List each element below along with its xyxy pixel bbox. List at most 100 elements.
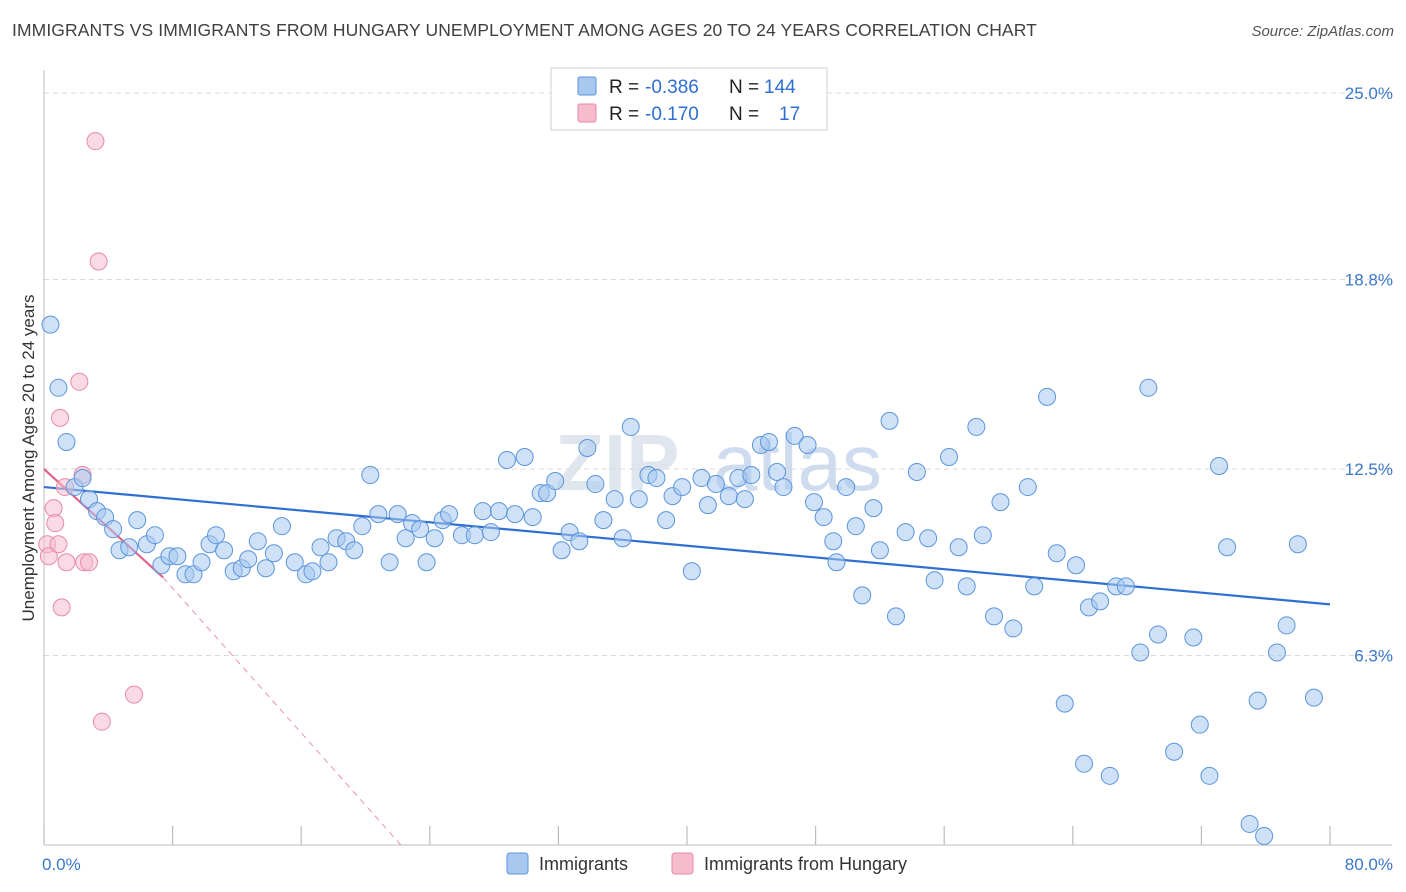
bottom-legend-hungary: Immigrants from Hungary <box>704 854 907 874</box>
legend-swatch-immigrants <box>577 76 597 96</box>
immigrants-point <box>1218 538 1237 557</box>
immigrants-point <box>1304 688 1323 707</box>
immigrants-point <box>613 529 632 548</box>
immigrants-point <box>886 607 905 626</box>
immigrants-point <box>207 526 226 545</box>
immigrants-point <box>973 526 992 545</box>
immigrants-point <box>853 586 872 605</box>
immigrants-point <box>814 508 833 527</box>
immigrants-point <box>1038 387 1057 406</box>
immigrants-point <box>774 478 793 497</box>
immigrants-point <box>586 475 605 494</box>
hungary-point <box>57 553 76 572</box>
immigrants-point <box>1004 619 1023 638</box>
legend-r-value-2: -0.170 <box>645 104 699 125</box>
bottom-legend-immigrants: Immigrants <box>539 854 628 874</box>
immigrants-point <box>949 538 968 557</box>
immigrants-point <box>1248 691 1267 710</box>
immigrants-point <box>552 541 571 560</box>
immigrants-point <box>465 526 484 545</box>
immigrants-point <box>870 541 889 560</box>
legend-n-label-2: N = <box>729 104 759 125</box>
immigrants-point <box>1210 457 1229 476</box>
immigrants-point <box>570 532 589 551</box>
immigrants-point <box>940 447 959 466</box>
immigrants-point <box>1139 378 1158 397</box>
immigrants-point <box>864 499 883 518</box>
immigrants-point <box>1025 577 1044 596</box>
series-immigrants-from-hungary <box>38 132 144 731</box>
immigrants-point <box>104 520 123 539</box>
series-immigrants <box>41 315 1323 845</box>
legend-n-value-2: 17 <box>779 104 800 125</box>
y-axis-label: Unemployment Among Ages 20 to 24 years <box>19 295 38 622</box>
immigrants-point <box>285 553 304 572</box>
immigrants-point <box>594 511 613 530</box>
y-tick-labels: 6.3% 12.5% 18.8% 25.0% <box>1345 84 1393 665</box>
hungary-point <box>39 547 58 566</box>
immigrants-point <box>742 466 761 485</box>
immigrants-point <box>896 523 915 542</box>
immigrants-point <box>1091 592 1110 611</box>
legend-r-label-2: R = <box>609 104 639 125</box>
immigrants-point <box>256 559 275 578</box>
immigrants-point <box>120 538 139 557</box>
immigrants-point <box>192 553 211 572</box>
immigrants-point <box>1075 754 1094 773</box>
immigrants-point <box>239 550 258 569</box>
legend-n-value-1: 144 <box>764 77 796 98</box>
immigrants-point <box>264 544 283 563</box>
immigrants-point <box>698 496 717 515</box>
immigrants-point <box>846 517 865 536</box>
legend-n-label-1: N = <box>729 77 759 98</box>
immigrants-point <box>682 562 701 581</box>
legend-swatch-hungary <box>577 103 597 123</box>
immigrants-point <box>215 541 234 560</box>
hungary-point <box>70 372 89 391</box>
immigrants-point <box>1116 577 1135 596</box>
immigrants-point <box>380 553 399 572</box>
chart-title: IMMIGRANTS VS IMMIGRANTS FROM HUNGARY UN… <box>12 20 1037 40</box>
immigrants-point <box>168 547 187 566</box>
immigrants-point <box>369 505 388 524</box>
immigrants-point <box>919 529 938 548</box>
immigrants-point <box>804 493 823 512</box>
immigrants-point <box>41 315 60 334</box>
immigrants-point <box>481 523 500 542</box>
immigrants-point <box>515 447 534 466</box>
immigrants-point <box>824 532 843 551</box>
immigrants-point <box>1100 766 1119 785</box>
legend-box <box>550 67 828 131</box>
immigrants-point <box>497 450 516 469</box>
immigrants-point <box>1018 478 1037 497</box>
immigrants-point <box>57 432 76 451</box>
immigrants-point <box>440 505 459 524</box>
immigrants-point <box>925 571 944 590</box>
hungary-point <box>86 132 105 151</box>
immigrants-point <box>523 508 542 527</box>
hungary-point <box>92 712 111 731</box>
immigrants-point <box>1200 766 1219 785</box>
immigrants-point <box>73 469 92 488</box>
immigrants-point <box>411 520 430 539</box>
immigrants-point <box>546 472 565 491</box>
hungary-point <box>46 514 65 533</box>
immigrants-point <box>145 526 164 545</box>
immigrants-point <box>967 417 986 436</box>
immigrants-point <box>1267 643 1286 662</box>
immigrants-point <box>735 490 754 509</box>
immigrants-point <box>827 553 846 572</box>
source-label: Source: ZipAtlas.com <box>1251 23 1394 40</box>
x-tick-label-min: 0.0% <box>42 855 81 874</box>
immigrants-point <box>629 490 648 509</box>
immigrants-point <box>1184 628 1203 647</box>
immigrants-point <box>985 607 1004 626</box>
immigrants-point <box>991 493 1010 512</box>
immigrants-point <box>907 463 926 482</box>
immigrants-point <box>798 435 817 454</box>
immigrants-point <box>759 432 778 451</box>
immigrants-point <box>311 538 330 557</box>
immigrants-point <box>1190 715 1209 734</box>
immigrants-point <box>272 517 291 536</box>
